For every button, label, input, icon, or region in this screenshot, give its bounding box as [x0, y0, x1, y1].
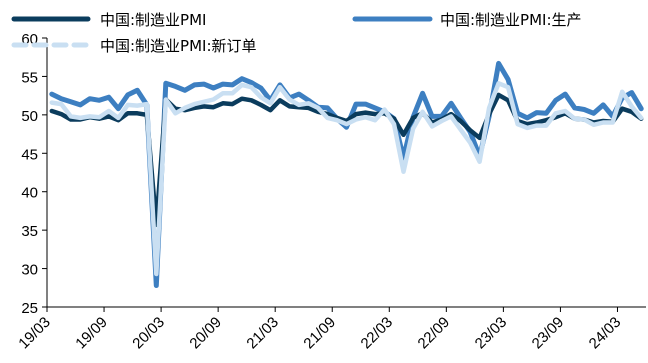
legend-item-pmi: 中国:制造业PMI	[11, 11, 206, 29]
legend-label-production: 中国:制造业PMI:生产	[440, 11, 582, 29]
plot-area	[49, 60, 644, 288]
y-tick-label-45: 45	[21, 146, 38, 163]
x-tick-label-23-09: 23/09	[529, 314, 568, 353]
legend-item-production: 中国:制造业PMI:生产	[352, 11, 582, 29]
x-tick-label-20-09: 20/09	[186, 314, 225, 353]
y-tick-label-50: 50	[21, 108, 38, 125]
y-tick-label-35: 35	[21, 223, 38, 240]
y-tick-label-55: 55	[21, 69, 38, 86]
x-tick-label-22-03: 22/03	[358, 314, 397, 353]
x-tick-label-21-09: 21/09	[300, 314, 339, 353]
series-line-new-orders	[49, 81, 644, 277]
legend-label-pmi: 中国:制造业PMI	[100, 11, 206, 29]
legend: 中国:制造业PMI 中国:制造业PMI:生产 中国:制造业PMI:新订单	[11, 11, 582, 55]
y-tick-label-40: 40	[21, 185, 38, 202]
series-line-production	[49, 60, 644, 288]
y-tick-label-30: 30	[21, 262, 38, 279]
x-tick-label-20-03: 20/03	[129, 314, 168, 353]
x-tick-label-22-09: 22/09	[415, 314, 454, 353]
x-tick-label-23-03: 23/03	[472, 314, 511, 353]
x-tick-label-19-09: 19/09	[72, 314, 111, 353]
x-tick-label-24-03: 24/03	[586, 314, 625, 353]
x-tick-label-19-03: 19/03	[15, 314, 54, 353]
legend-item-new-orders: 中国:制造业PMI:新订单	[11, 37, 257, 55]
legend-label-new-orders: 中国:制造业PMI:新订单	[100, 37, 257, 55]
y-tick-label-25: 25	[21, 300, 38, 317]
x-tick-label-21-03: 21/03	[243, 314, 282, 353]
